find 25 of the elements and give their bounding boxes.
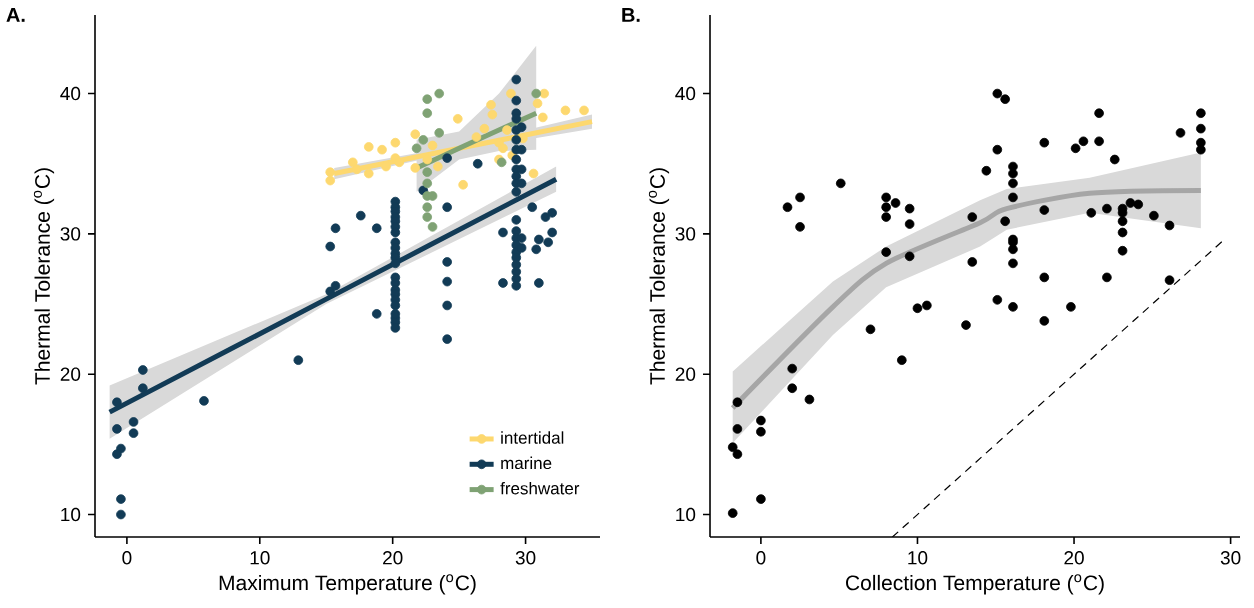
y-tick-label: 30 bbox=[60, 227, 81, 241]
chart-title: A. bbox=[6, 8, 25, 22]
legend-label: marine bbox=[501, 456, 552, 470]
x-tick-label: 20 bbox=[1064, 551, 1084, 565]
y-axis-title: Thermal Tolerance ($^{o}$C) bbox=[33, 168, 55, 385]
y-tick-label: 10 bbox=[676, 507, 696, 522]
x-axis-title: Collection Temperature ($^{o}$C) bbox=[846, 574, 1104, 595]
x-tick-label: 0 bbox=[756, 551, 766, 565]
x-tick-label: 30 bbox=[515, 551, 536, 565]
x-tick-label: 0 bbox=[122, 551, 132, 565]
y-axis-title: Thermal Tolerance ($^{o}$C) bbox=[648, 168, 670, 385]
x-tick-label: 10 bbox=[908, 551, 928, 565]
x-tick-label: 10 bbox=[250, 551, 270, 565]
y-tick-label: 10 bbox=[61, 507, 81, 522]
y-tick-label: 40 bbox=[60, 86, 81, 101]
y-tick-label: 20 bbox=[60, 367, 81, 381]
y-tick-label: 20 bbox=[675, 367, 696, 381]
x-axis-title: Maximum Temperature ($^{o}$C) bbox=[219, 574, 476, 595]
x-tick-label: 20 bbox=[383, 551, 403, 565]
legend-label: freshwater bbox=[500, 481, 580, 495]
y-tick-label: 40 bbox=[675, 86, 696, 101]
chart-title: B. bbox=[622, 8, 640, 22]
y-tick-label: 30 bbox=[675, 227, 696, 241]
legend-label: intertidal bbox=[501, 431, 564, 444]
x-tick-label: 30 bbox=[1220, 551, 1241, 565]
